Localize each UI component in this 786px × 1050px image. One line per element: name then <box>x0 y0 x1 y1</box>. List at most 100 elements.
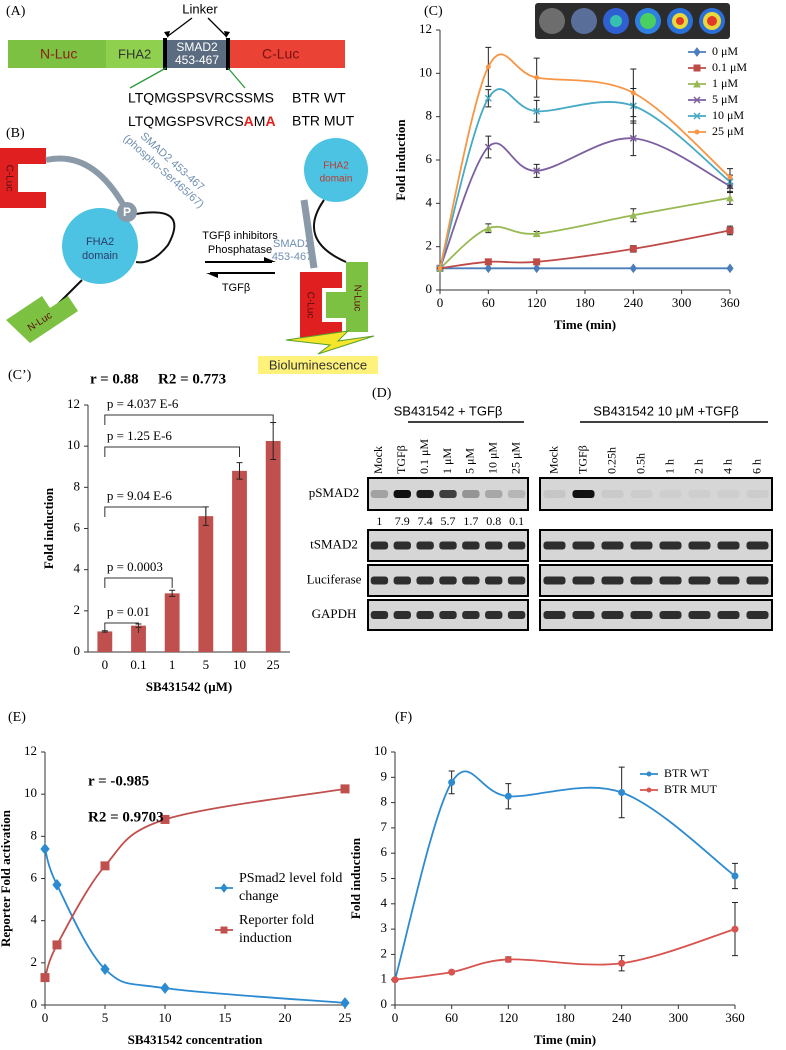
x-tick-label: 10 <box>159 1010 172 1025</box>
band <box>507 541 526 550</box>
x-tick-label: 5 <box>203 657 210 672</box>
legend-label: 0 μM <box>712 44 738 58</box>
c-luc-shape <box>300 272 342 338</box>
y-axis-label: Fold induction <box>348 837 363 919</box>
legend-label: 1 μM <box>712 76 738 90</box>
band <box>659 576 682 585</box>
y-tick-label: 8 <box>31 827 38 842</box>
y-axis-label: Reporter Fold activation <box>0 809 13 947</box>
well <box>640 13 656 29</box>
y-axis-label: Fold induction <box>393 119 408 201</box>
y-tick-label: 4 <box>426 194 433 209</box>
fha2-label: domain <box>320 174 353 185</box>
lane-label: 4 h <box>720 459 734 474</box>
marker <box>533 167 541 175</box>
marker <box>629 134 637 142</box>
marker <box>726 226 734 234</box>
legend-label: PSmad2 level fold change <box>239 871 343 904</box>
x-tick-label: 60 <box>482 295 495 310</box>
y-tick-label: 10 <box>419 64 432 79</box>
significance-bracket <box>104 506 207 517</box>
phospho-label: P <box>123 205 131 219</box>
marker <box>504 792 512 800</box>
series-line <box>439 53 731 269</box>
legend-label: 5 μM <box>712 92 738 106</box>
fha2-label: FHA2 <box>323 161 349 172</box>
row-label: tSMAD2 <box>310 536 358 551</box>
y-tick-label: 6 <box>426 151 433 166</box>
band <box>485 490 503 498</box>
band <box>746 541 769 550</box>
band <box>543 576 566 585</box>
signal-label: Bioluminescence <box>269 357 367 372</box>
marker <box>485 64 491 70</box>
panel-label: (A) <box>6 4 26 19</box>
band <box>462 576 480 585</box>
n-luc-box <box>8 40 106 68</box>
band <box>439 611 457 619</box>
significance-bracket <box>104 414 274 425</box>
row-label: Luciferase <box>307 571 362 586</box>
x-tick-label: 20 <box>279 1010 292 1025</box>
legend-label: 25 μM <box>712 124 744 138</box>
panel-label: (B) <box>6 126 25 141</box>
domain-label: C-Luc <box>262 46 299 62</box>
quantification: 0.1 <box>509 514 524 528</box>
mut-label: BTR MUT <box>292 113 355 129</box>
y-axis-label: Fold induction <box>41 487 56 569</box>
quantification: 7.9 <box>395 514 410 528</box>
marker <box>533 258 541 266</box>
legend-item: PSmad2 level fold change <box>239 871 343 904</box>
lane-label: 1 μM <box>440 448 454 474</box>
quantification: 1 <box>376 514 382 528</box>
marker <box>340 997 350 1009</box>
lane-label: 1 h <box>662 459 676 474</box>
p-value: p = 9.04 E-6 <box>107 488 173 503</box>
marker <box>484 94 492 102</box>
x-axis-label: SB431542 (μM) <box>146 679 232 694</box>
bar <box>232 470 247 652</box>
marker <box>391 976 399 984</box>
band <box>543 490 566 498</box>
annotation: r = -0.985 <box>88 773 149 789</box>
fha2-label: FHA2 <box>86 236 114 248</box>
marker <box>484 224 493 232</box>
fha2-box <box>106 40 166 68</box>
marker <box>629 211 638 219</box>
lane-label: TGFβ <box>394 445 408 474</box>
reverse-label: TGFβ <box>222 282 250 294</box>
x-tick-label: 1 <box>169 657 176 672</box>
c-luc-box <box>228 40 345 68</box>
lane-label: 10 μM <box>485 442 499 474</box>
panel-label: (E) <box>8 710 26 725</box>
mut-sequence: LTQMGSPSVRCSAMA <box>128 113 276 129</box>
series-line <box>439 137 731 269</box>
band <box>746 490 769 498</box>
lane-label: Mock <box>546 446 560 474</box>
marker <box>52 940 62 950</box>
c-luc-label: C-Luc <box>304 292 315 319</box>
annotation: r = 0.88 <box>90 371 139 387</box>
marker <box>484 263 492 274</box>
domain-label: 453-467 <box>175 53 219 67</box>
panel-label: (C) <box>424 4 443 19</box>
linker-arrow <box>167 17 227 37</box>
significance-bracket <box>104 577 173 588</box>
arrowhead <box>206 273 218 278</box>
error-bar <box>169 589 176 597</box>
band <box>688 576 711 585</box>
well <box>571 8 597 34</box>
linker-label-group: SMAD2 453-467 (phospho-Ser465/67) <box>121 130 207 211</box>
phospho-site <box>117 202 137 222</box>
lane-label: 2 h <box>691 459 705 474</box>
marker <box>448 968 456 976</box>
well <box>707 16 717 26</box>
panel-label: (C’) <box>8 368 32 383</box>
marker <box>534 75 540 81</box>
error-bar <box>236 462 243 480</box>
x-tick-label: 0 <box>102 657 109 672</box>
y-tick-label: 3 <box>381 920 388 935</box>
c-luc-label: C-Luc <box>3 165 14 192</box>
series-line <box>439 229 731 270</box>
